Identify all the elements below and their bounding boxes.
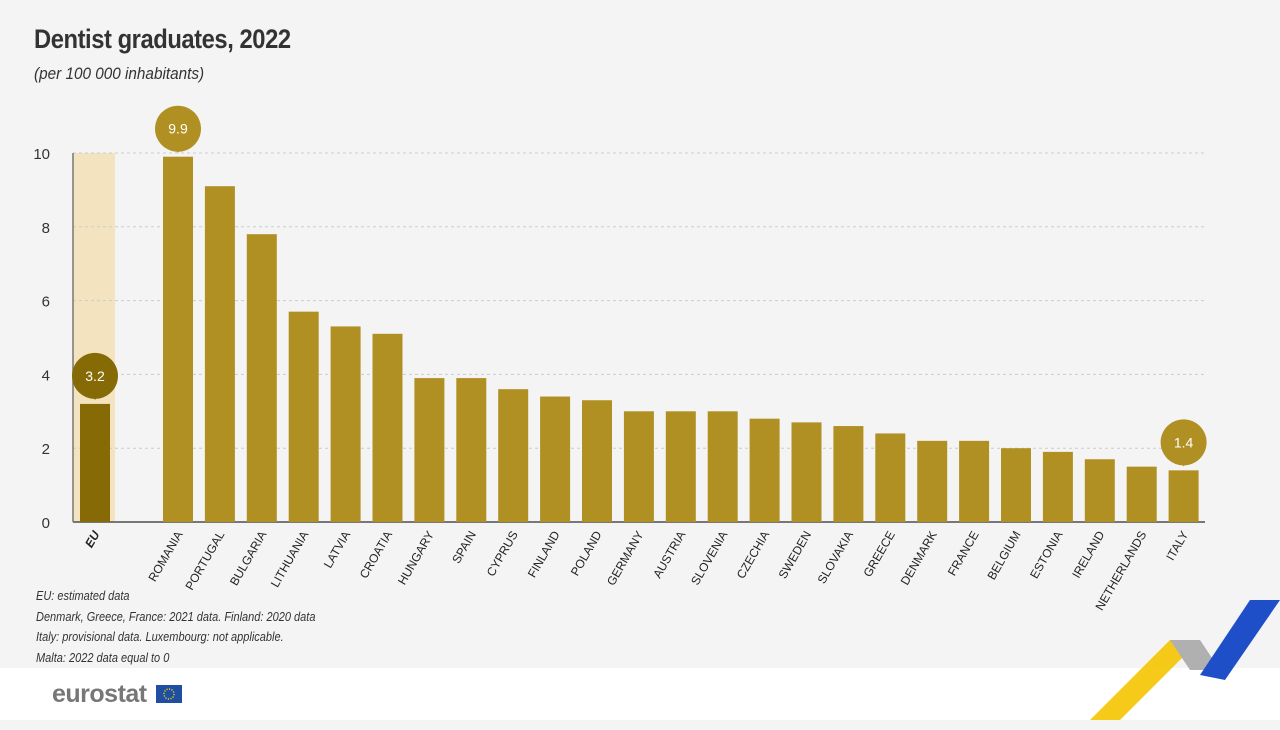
x-tick-label: SLOVAKIA	[815, 529, 856, 587]
bar-latvia	[330, 326, 361, 522]
bar-czechia	[749, 418, 780, 522]
x-tick-label: DENMARK	[898, 529, 940, 588]
bar-france	[959, 440, 990, 522]
bar-greece	[875, 433, 906, 522]
x-tick-label: AUSTRIA	[650, 529, 688, 581]
eurostat-logo: eurostat	[52, 680, 183, 709]
y-tick-label: 10	[33, 146, 50, 163]
bar-spain	[456, 378, 487, 522]
x-tick-label: ESTONIA	[1027, 529, 1065, 581]
bar-finland	[540, 396, 571, 522]
eu-flag-icon	[156, 685, 183, 703]
note: Denmark, Greece, France: 2021 data. Finl…	[36, 609, 316, 624]
bar-estonia	[1042, 451, 1073, 522]
bar-italy	[1168, 470, 1199, 522]
x-tick-label: HUNGARY	[395, 529, 437, 588]
data-label-bubble	[72, 352, 118, 399]
bar-slovakia	[833, 426, 864, 522]
x-tick-label: SPAIN	[449, 529, 479, 566]
bar-romania	[163, 156, 193, 522]
x-tick-label: EU	[82, 528, 103, 550]
x-tick-label: SWEDEN	[776, 529, 814, 582]
x-tick-label: ITALY	[1163, 529, 1191, 563]
x-tick-label: CROATIA	[357, 529, 395, 581]
y-tick-label: 4	[42, 367, 50, 384]
decorative-ribbon	[1090, 600, 1280, 720]
data-label: 3.2	[85, 368, 105, 384]
x-tick-label: LITHUANIA	[268, 529, 311, 590]
x-tick-label: PORTUGAL	[182, 528, 227, 592]
data-label: 9.9	[168, 121, 188, 137]
bar-eu	[80, 403, 110, 522]
x-tick-label: POLAND	[568, 528, 605, 578]
note: EU: estimated data	[36, 589, 130, 603]
note: Italy: provisional data. Luxembourg: not…	[36, 630, 284, 644]
bar-cyprus	[498, 389, 529, 522]
x-tick-label: SLOVENIA	[688, 529, 730, 588]
y-tick-label: 6	[42, 294, 50, 311]
footer	[0, 668, 1280, 720]
bar-austria	[665, 411, 696, 522]
bar-portugal	[204, 186, 235, 522]
bar-netherlands	[1126, 466, 1157, 522]
chart-title: Dentist graduates, 2022	[34, 24, 291, 54]
bar-lithuania	[288, 311, 319, 522]
bar-sweden	[791, 422, 822, 522]
x-tick-label: BELGIUM	[984, 529, 1023, 583]
x-tick-label: FRANCE	[945, 529, 982, 579]
chart-subtitle: (per 100 000 inhabitants)	[34, 64, 205, 83]
y-tick-label: 0	[42, 515, 50, 532]
logo-text: eurostat	[52, 680, 147, 708]
y-tick-label: 2	[42, 441, 50, 458]
note: Malta: 2022 data equal to 0	[36, 650, 170, 665]
bar-germany	[623, 411, 654, 522]
x-tick-label: FINLAND	[525, 528, 563, 580]
x-tick-label: ROMANIA	[145, 529, 185, 585]
bar-bulgaria	[246, 234, 277, 522]
bar-hungary	[414, 378, 445, 522]
x-tick-label: BULGARIA	[227, 529, 269, 589]
x-tick-label: CZECHIA	[734, 529, 772, 582]
x-tick-label: CYPRUS	[484, 529, 521, 579]
bar-belgium	[1001, 448, 1031, 522]
y-tick-label: 8	[42, 220, 50, 237]
bar-poland	[582, 400, 612, 522]
x-tick-label: LATVIA	[321, 529, 353, 571]
data-label: 1.4	[1174, 434, 1194, 450]
x-tick-label: GREECE	[860, 529, 897, 580]
data-label-bubble	[1160, 419, 1207, 466]
footnotes: EU: estimated data Denmark, Greece, Fran…	[36, 586, 315, 668]
bar-slovenia	[707, 411, 738, 522]
data-label-bubble	[155, 105, 201, 152]
bar-denmark	[917, 440, 948, 522]
bar-croatia	[372, 333, 403, 522]
x-tick-label: IRELAND	[1069, 528, 1107, 580]
x-tick-label: GERMANY	[604, 529, 646, 589]
bar-ireland	[1084, 459, 1115, 522]
